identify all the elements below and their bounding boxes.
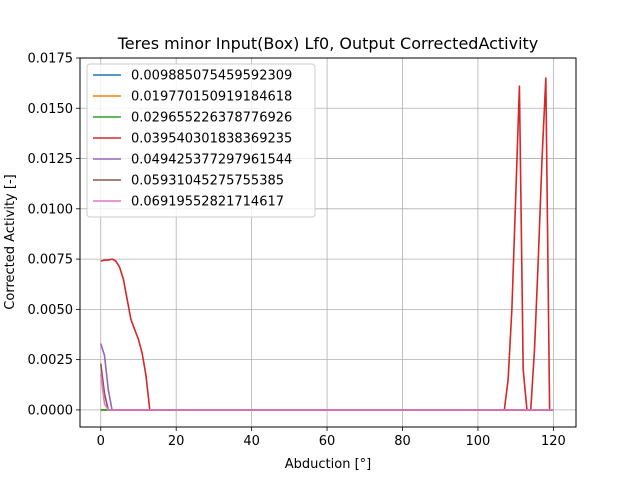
x-axis: 0 20 40 60 80 100 120 xyxy=(97,427,566,449)
chart-title: Teres minor Input(Box) Lf0, Output Corre… xyxy=(117,34,539,53)
x-axis-label: Abduction [°] xyxy=(285,457,371,472)
x-tick-label: 40 xyxy=(243,434,260,449)
legend: 0.009885075459592309 0.019770150919184618… xyxy=(86,63,316,218)
x-tick-label: 20 xyxy=(168,434,185,449)
y-tick-label: 0.0000 xyxy=(28,403,74,418)
plot-frame xyxy=(79,57,577,428)
legend-label: 0.039540301838369235 xyxy=(131,132,292,147)
y-axis-label: Corrected Activity [-] xyxy=(3,174,18,309)
series-layer xyxy=(99,77,554,411)
y-tick-label: 0.0075 xyxy=(28,253,74,268)
legend-box xyxy=(86,63,316,218)
legend-label: 0.019770150919184618 xyxy=(131,90,292,105)
legend-label: 0.029655226378776926 xyxy=(131,111,292,126)
series-line-7 xyxy=(99,373,554,411)
legend-label: 0.009885075459592309 xyxy=(131,69,292,84)
y-axis: 0.0000 0.0025 0.0050 0.0075 0.0100 0.0125 0.01… xyxy=(28,52,80,418)
legend-label: 0.06919552821714617 xyxy=(131,195,284,210)
x-tick-label: 60 xyxy=(319,434,336,449)
x-tick-label: 0 xyxy=(97,434,105,449)
x-tick-label: 120 xyxy=(541,434,566,449)
y-tick-label: 0.0025 xyxy=(28,353,74,368)
legend-label: 0.05931045275755385 xyxy=(131,174,284,189)
x-tick-label: 100 xyxy=(466,434,491,449)
y-tick-label: 0.0150 xyxy=(28,102,74,117)
y-tick-label: 0.0125 xyxy=(28,152,74,167)
y-tick-label: 0.0050 xyxy=(28,303,74,318)
y-tick-label: 0.0175 xyxy=(28,52,74,67)
legend-label: 0.049425377297961544 xyxy=(131,153,292,168)
x-tick-label: 80 xyxy=(394,434,411,449)
y-tick-label: 0.0100 xyxy=(28,202,74,217)
